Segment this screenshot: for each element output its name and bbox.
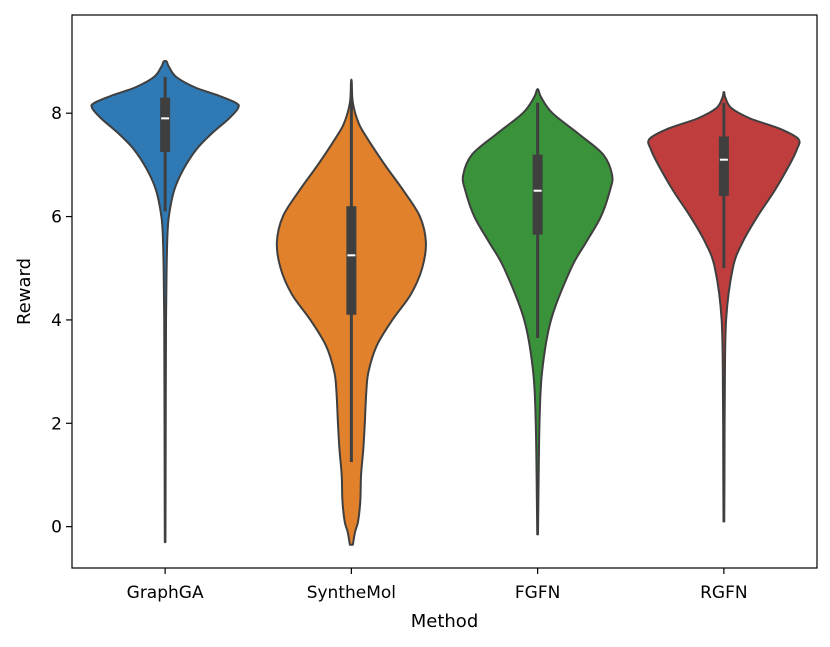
y-tick-label: 8 [51, 104, 62, 124]
plot-frame [71, 14, 818, 569]
violin-body-rgfn [647, 90, 801, 523]
x-axis-label: Method [411, 611, 479, 632]
x-tick-label: GraphGA [127, 583, 204, 603]
violin-iqr-box [346, 206, 357, 315]
violin-iqr-box [532, 154, 543, 235]
x-tick-label: FGFN [515, 583, 560, 603]
y-axis-label: Reward [14, 258, 35, 325]
violin-iqr-box [160, 97, 171, 152]
violins-group [90, 59, 801, 546]
violin-iqr-box [718, 136, 729, 196]
y-tick-label: 2 [51, 414, 62, 434]
violin-body-graphga [90, 59, 240, 544]
y-axis: 0 2 4 6 8 [51, 104, 72, 538]
y-tick-label: 6 [51, 208, 62, 228]
y-tick-label: 4 [51, 311, 62, 331]
x-axis: GraphGA SyntheMol FGFN RGFN [127, 568, 748, 603]
y-tick-label: 0 [51, 518, 62, 538]
x-tick-label: SyntheMol [307, 583, 396, 603]
x-tick-label: RGFN [700, 583, 747, 603]
